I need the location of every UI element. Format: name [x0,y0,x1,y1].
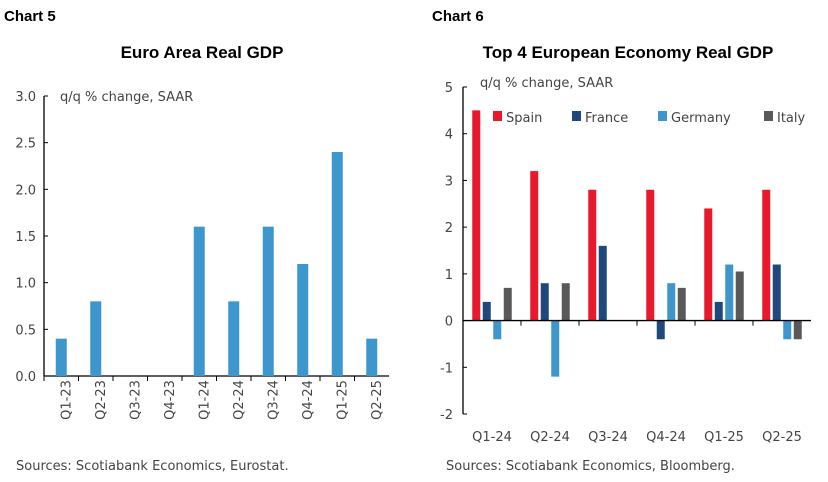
chart-5-y-tick-label: 2.5 [15,137,36,152]
chart-6-legend-swatch-spain [493,111,502,121]
chart-6-y-tick-label: 0 [445,315,453,330]
chart-5-bar-Q1-23 [55,338,67,376]
chart-5-y-tick-label: 3.0 [15,90,36,105]
chart-5-x-tick-label: Q3-24 [266,380,281,420]
chart-6-bar-france-Q4-24 [656,320,665,340]
chart-6-bar-france-Q1-24 [482,301,491,321]
chart-5-bar-Q2-24 [228,301,240,376]
chart-5-bar-Q1-25 [331,152,343,376]
chart-6-y-tick-label: 4 [445,128,453,143]
chart-6-x-tick-label: Q2-25 [762,430,802,445]
chart-5-x-tick-label: Q1-25 [335,380,350,420]
chart-6-bar-france-Q1-25 [714,301,723,321]
chart-6-legend-swatch-germany [658,111,667,121]
chart-5-label: Chart 5 [4,8,56,25]
chart-6-y-tick-label: 2 [445,221,453,236]
chart-6-source: Sources: Scotiabank Economics, Bloomberg… [446,459,735,474]
chart-6-bar-spain-Q3-24 [588,189,597,321]
chart-5-x-tick-label: Q1-23 [59,380,74,420]
chart-6-x-tick-label: Q3-24 [588,430,628,445]
chart-5-y-tick-label: 0.5 [15,323,36,338]
chart-6-x-tick-label: Q2-24 [530,430,570,445]
chart-6-bar-spain-Q1-24 [472,110,481,321]
chart-6-title: Top 4 European Economy Real GDP [483,43,774,62]
chart-6-bar-italy-Q1-24 [503,287,512,321]
chart-5-x-tick-label: Q1-24 [197,380,212,420]
chart-5-x-tick-label: Q2-23 [94,380,109,420]
chart-6-legend-label: Spain [506,111,542,126]
chart-6-ylabel: q/q % change, SAAR [480,76,613,91]
chart-5-x-tick-label: Q4-23 [163,380,178,420]
chart-5-bar-Q3-24 [262,226,274,376]
chart-6-bar-spain-Q2-24 [530,171,539,321]
chart-6-bar-germany-Q2-24 [551,320,560,377]
chart-5-x-tick-label: Q2-24 [232,380,247,420]
chart-5-bar-Q2-25 [366,338,378,376]
chart-6-y-tick-label: 1 [445,268,453,283]
chart-6-bar-germany-Q4-24 [667,283,676,321]
chart-6-legend-label: Italy [777,111,806,126]
chart-6-x-tick-label: Q1-25 [704,430,744,445]
chart-6-bar-italy-Q1-25 [735,271,744,321]
chart-6-bar-germany-Q1-25 [725,264,734,321]
chart-6-bar-france-Q2-25 [772,264,781,321]
chart-5-source: Sources: Scotiabank Economics, Eurostat. [16,459,289,474]
chart-5-bar-Q1-24 [193,226,205,376]
chart-5-x-tick-label: Q3-23 [128,380,143,420]
chart-6-legend-label: Germany [671,111,731,126]
chart-5-bar-Q2-23 [90,301,102,376]
chart-6-bar-italy-Q2-24 [561,283,570,321]
chart-6-label: Chart 6 [432,8,484,25]
chart-6-bar-italy-Q2-25 [793,320,802,340]
chart-6-legend-label: France [585,111,628,126]
chart-6-x-tick-label: Q1-24 [472,430,512,445]
chart-6-y-tick-label: 3 [445,174,453,189]
chart-6-bar-spain-Q1-25 [704,208,713,321]
chart-6-x-tick-label: Q4-24 [646,430,686,445]
chart-6-y-tick-label: 5 [445,81,453,96]
chart-6-bar-germany-Q1-24 [493,320,502,340]
chart-6-bar-spain-Q4-24 [646,189,655,321]
chart-5-ylabel: q/q % change, SAAR [60,90,193,105]
chart-6-bar-france-Q3-24 [598,245,607,321]
chart-6-y-tick-label: -1 [440,361,453,376]
chart-6-bar-spain-Q2-25 [762,189,771,321]
chart-6-bar-italy-Q4-24 [677,287,686,321]
chart-5-bar-Q4-24 [297,264,309,376]
chart-5-y-tick-label: 1.5 [15,230,36,245]
chart-6-y-tick-label: -2 [440,408,453,423]
chart-6-legend-swatch-italy [764,111,773,121]
chart-5-y-tick-label: 2.0 [15,183,36,198]
chart-6-bar-france-Q2-24 [540,283,549,321]
chart-5-y-tick-label: 0.0 [15,370,36,385]
chart-5-y-tick-label: 1.0 [15,277,36,292]
chart-5-x-tick-label: Q2-25 [370,380,385,420]
chart-6-legend-swatch-france [572,111,581,121]
chart-5-title: Euro Area Real GDP [121,43,284,62]
chart-5-x-tick-label: Q4-24 [301,380,316,420]
chart-6-bar-germany-Q2-25 [783,320,792,340]
